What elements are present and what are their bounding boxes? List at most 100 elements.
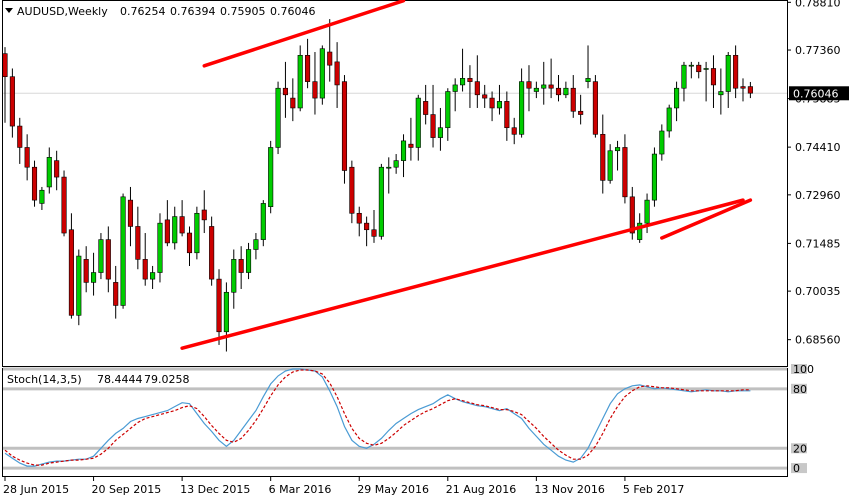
candle-body (253, 239, 259, 250)
candle (290, 78, 296, 122)
candle-body (142, 259, 148, 280)
candle (319, 45, 325, 105)
candle-body (120, 196, 126, 306)
candle-body (533, 87, 539, 92)
candle-body (718, 91, 724, 96)
candle-body (460, 78, 466, 86)
header-high: 0.76394 (170, 5, 216, 18)
candle (489, 91, 495, 122)
candle (570, 75, 576, 118)
candle-body (452, 84, 458, 92)
candle-body (489, 97, 495, 109)
candle (747, 81, 753, 99)
stoch-level-bg (791, 364, 807, 374)
candle-body (437, 127, 443, 138)
candle (68, 213, 74, 319)
candle (718, 68, 724, 115)
stoch-pane-frame (2, 368, 788, 477)
candle-body (725, 55, 731, 92)
candle (430, 84, 436, 148)
candle-body (408, 143, 414, 148)
candle-body (91, 272, 97, 283)
candle-body (46, 157, 52, 188)
candle (423, 84, 429, 125)
candle-body (164, 219, 170, 244)
candle-body (415, 97, 421, 148)
candle-body (703, 68, 709, 70)
stoch-level-bg (791, 463, 807, 474)
time-axis: 28 Jun 2015 20 Sep 2015 13 Dec 2015 6 Mar 2… (3, 476, 684, 496)
time-tick-label: 28 Jun 2015 (3, 483, 69, 496)
candle-body (637, 222, 643, 240)
candle (526, 65, 532, 112)
candle-body (31, 166, 38, 201)
candle (142, 233, 148, 286)
candle (275, 81, 281, 155)
candle-body (186, 232, 193, 254)
candle (437, 107, 443, 151)
candle (105, 226, 111, 293)
candle (393, 154, 399, 174)
candle (305, 38, 311, 89)
candle (681, 61, 687, 102)
candle (31, 160, 38, 207)
candle (157, 213, 163, 283)
candle (260, 200, 266, 247)
candle (135, 206, 141, 270)
collapse-triangle-icon[interactable] (5, 8, 13, 13)
candle-body (157, 222, 163, 273)
trendline[interactable] (180, 198, 745, 350)
candle-body (386, 166, 392, 169)
candle-body (629, 196, 635, 234)
time-tick-label: 6 Mar 2016 (269, 483, 332, 496)
main-header: AUDUSD,Weekly 0.76254 0.76394 0.75905 0.… (5, 5, 316, 18)
candle (400, 134, 407, 178)
candle-body (526, 81, 532, 89)
stochastic-lines (4, 368, 751, 467)
candle-body (474, 81, 480, 96)
candle (445, 88, 451, 141)
candle-body (733, 55, 739, 89)
candle-body (231, 259, 237, 293)
candle (172, 206, 178, 250)
candle (334, 42, 340, 108)
candle (120, 193, 126, 309)
candle-body (201, 209, 207, 221)
candle (164, 200, 170, 247)
candle (614, 140, 621, 171)
candle-body (651, 153, 657, 201)
candle-body (113, 282, 119, 306)
candle (386, 157, 392, 194)
main-pane-frame (2, 0, 788, 367)
candle-body (541, 84, 547, 89)
candle (179, 200, 185, 237)
candle (460, 48, 466, 92)
candle (415, 94, 421, 161)
candle (54, 150, 60, 191)
candle-body (290, 97, 296, 109)
price-tick-label: 0.72960 (795, 189, 841, 202)
candle-body (659, 130, 665, 155)
candle-body (570, 87, 576, 112)
candle-body (341, 81, 348, 171)
candle-body (688, 64, 694, 67)
candle-body (98, 239, 104, 273)
time-tick-label: 13 Dec 2015 (180, 483, 250, 496)
candle (39, 186, 45, 210)
candle (61, 170, 67, 237)
candle-body (83, 259, 89, 283)
trendline[interactable] (202, 0, 406, 68)
price-tick-label: 0.70035 (795, 285, 841, 298)
candle (555, 75, 562, 102)
candle-body (504, 101, 510, 129)
candle (83, 246, 89, 293)
candle (703, 61, 709, 102)
trendline[interactable] (660, 198, 753, 240)
candle (312, 52, 318, 115)
stoch-k-line (4, 368, 751, 467)
trendlines (180, 0, 753, 350)
candle-body (674, 87, 680, 109)
candle-body (622, 147, 628, 198)
candle-body (9, 76, 15, 127)
candle (127, 186, 134, 247)
